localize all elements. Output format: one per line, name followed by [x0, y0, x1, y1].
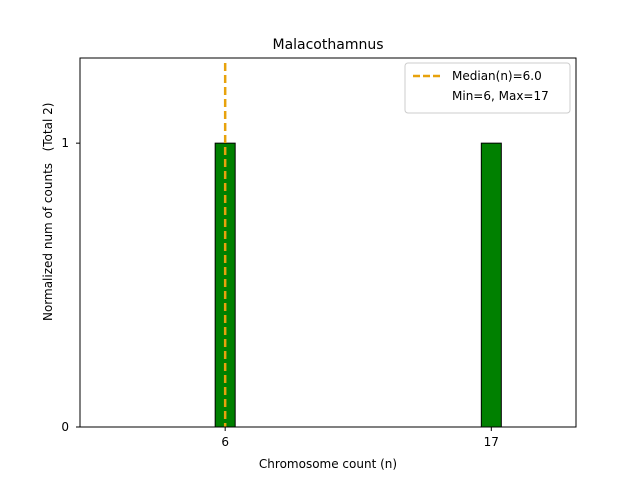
legend: Median(n)=6.0 Min=6, Max=17 [404, 62, 571, 114]
bars-group [214, 142, 502, 428]
legend-entry-median: Median(n)=6.0 [452, 69, 542, 83]
y-axis-total-label: (Total 2) [41, 103, 55, 152]
plot-frame [79, 57, 577, 428]
bar-17 [480, 142, 502, 428]
legend-entry-minmax: Min=6, Max=17 [452, 89, 549, 103]
x-tick-label-17: 17 [484, 435, 499, 449]
legend-box [404, 62, 571, 114]
x-ticks: 6 17 [221, 427, 499, 449]
chart-title: Malacothamnus [272, 37, 383, 53]
y-ticks: 01 [61, 136, 80, 434]
y-tick-label-0: 0 [61, 420, 69, 434]
y-tick-label-1: 1 [61, 136, 69, 150]
x-tick-label-6: 6 [221, 435, 229, 449]
y-axis-label: Normalized num of counts [41, 163, 55, 321]
x-axis-label: Chromosome count (n) [259, 457, 397, 471]
